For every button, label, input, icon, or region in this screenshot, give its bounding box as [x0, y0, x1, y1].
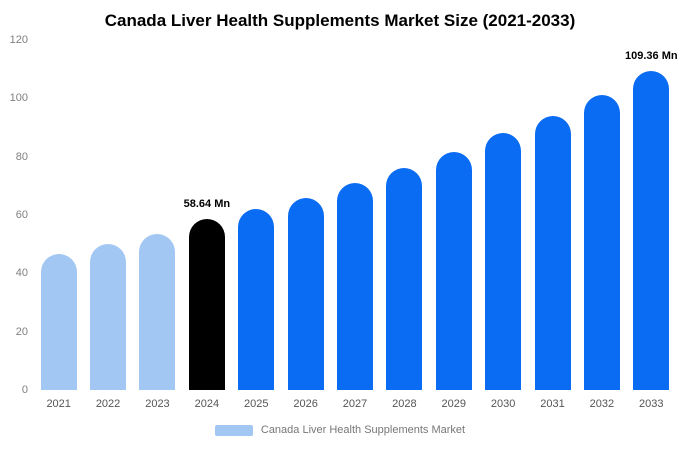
- y-axis-tick-label: 0: [21, 384, 28, 396]
- bar-2028: [386, 168, 423, 390]
- plot-area: 0 20 40 60 80 100 120 2021 2022 2023 2024 2025 2026 2…: [0, 34, 680, 420]
- y-axis-tick-label: 120: [9, 34, 28, 46]
- legend-swatch: [214, 424, 253, 436]
- x-axis-label-2023: 2023: [145, 398, 170, 410]
- x-axis-label-2025: 2025: [243, 398, 269, 410]
- bar-2025: [238, 209, 275, 390]
- bar-2027: [337, 182, 373, 390]
- data-label-2033: 109.36 Mn: [625, 50, 678, 63]
- legend-label: Canada Liver Health Supplements Market: [260, 424, 466, 436]
- y-axis-tick-label: 40: [15, 267, 28, 280]
- bar-2022: [90, 244, 127, 390]
- x-axis-label-2033: 2033: [639, 398, 664, 410]
- bar-2032: [583, 95, 620, 390]
- y-axis-tick-label: 20: [15, 325, 28, 338]
- chart-title: Canada Liver Health Supplements Market S…: [104, 11, 576, 30]
- bar-2026: [287, 197, 324, 390]
- y-axis-tick-label: 60: [15, 209, 28, 221]
- y-axis-tick-label: 80: [15, 150, 28, 163]
- bar-2021: [40, 254, 77, 390]
- bar-2033: [633, 71, 670, 390]
- x-axis-label-2032: 2032: [589, 398, 615, 410]
- bar-2029: [435, 152, 472, 390]
- bar-2030: [485, 133, 522, 390]
- x-axis-label-2030: 2030: [490, 398, 516, 410]
- data-label-2024: 58.64 Mn: [183, 197, 231, 210]
- legend: Canada Liver Health Supplements Market: [0, 424, 680, 436]
- x-axis-label-2029: 2029: [441, 398, 466, 410]
- x-axis-label-2022: 2022: [95, 398, 121, 410]
- x-axis-label-2021: 2021: [46, 398, 71, 410]
- bar-2031: [534, 115, 571, 390]
- x-axis-label-2027: 2027: [342, 398, 368, 410]
- x-axis-label-2028: 2028: [392, 398, 417, 410]
- bar-2023: [139, 233, 176, 390]
- y-axis-tick-label: 100: [9, 92, 28, 105]
- x-axis-label-2031: 2031: [540, 398, 565, 410]
- x-axis-label-2024: 2024: [194, 398, 220, 410]
- x-axis-label-2026: 2026: [293, 398, 318, 410]
- bar-2024: [188, 218, 225, 390]
